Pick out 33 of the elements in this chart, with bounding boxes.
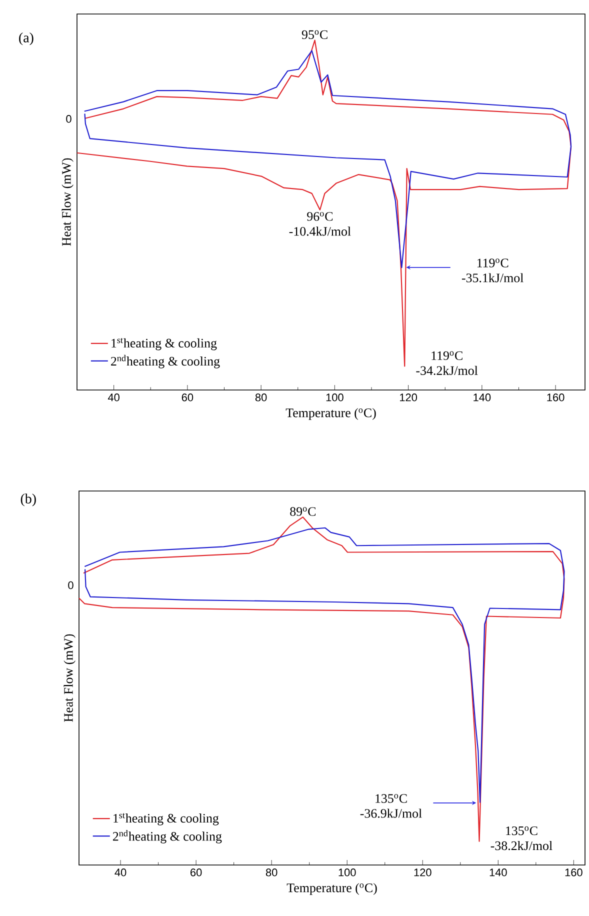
- annotation: 95$^{o}$C: [302, 30, 328, 40]
- annotation: 119$^{o}$C -34.2kJ/mol: [416, 351, 478, 376]
- x-tick-label: 60: [190, 868, 202, 876]
- legend-label: 1$^{st}$heating & cooling: [114, 813, 219, 826]
- chart-title: (a): [19, 32, 34, 46]
- x-axis-title: Temperature ($^{o}$C): [286, 883, 377, 895]
- x-tick-label: 80: [266, 868, 278, 876]
- annotation: 135$^{o}$C -36.9kJ/mol: [360, 794, 422, 818]
- annotation: 135$^{o}$C -38.2kJ/mol: [490, 826, 552, 850]
- x-tick-label: 160: [565, 868, 582, 876]
- x-tick-label: 120: [400, 394, 418, 402]
- x-tick-label: 100: [338, 868, 356, 876]
- legend-label: 2$^{nd}$heating & cooling: [112, 830, 222, 844]
- x-tick-label: 140: [474, 394, 491, 402]
- y-axis-title: Heat Flow (mW): [64, 634, 76, 722]
- x-tick-label: 100: [326, 394, 344, 402]
- annotation: 96$^{o}$C -10.4kJ/mol: [289, 212, 351, 236]
- x-tick-label: 140: [490, 868, 507, 876]
- x-tick-label: 120: [414, 868, 432, 876]
- x-tick-label: 80: [255, 394, 267, 402]
- x-axis-title: Temperature ($^{o}$C): [286, 408, 376, 420]
- x-tick-label: 40: [108, 394, 120, 402]
- chart-title: (b): [20, 494, 36, 506]
- x-tick-label: 160: [547, 394, 564, 402]
- text: 0: [68, 581, 74, 590]
- annotation: 119$^{o}$C -35.1kJ/mol: [462, 258, 524, 282]
- x-tick-label: 60: [182, 394, 194, 402]
- legend-label: 1$^{st}$heating & cooling: [112, 338, 217, 350]
- text: 0: [66, 115, 72, 123]
- annotation: 89$^{o}$C: [290, 507, 316, 516]
- legend-label: 2$^{nd}$heating & cooling: [111, 354, 220, 368]
- x-tick-label: 40: [114, 868, 126, 876]
- y-axis-title: Heat Flow (mW): [62, 158, 74, 246]
